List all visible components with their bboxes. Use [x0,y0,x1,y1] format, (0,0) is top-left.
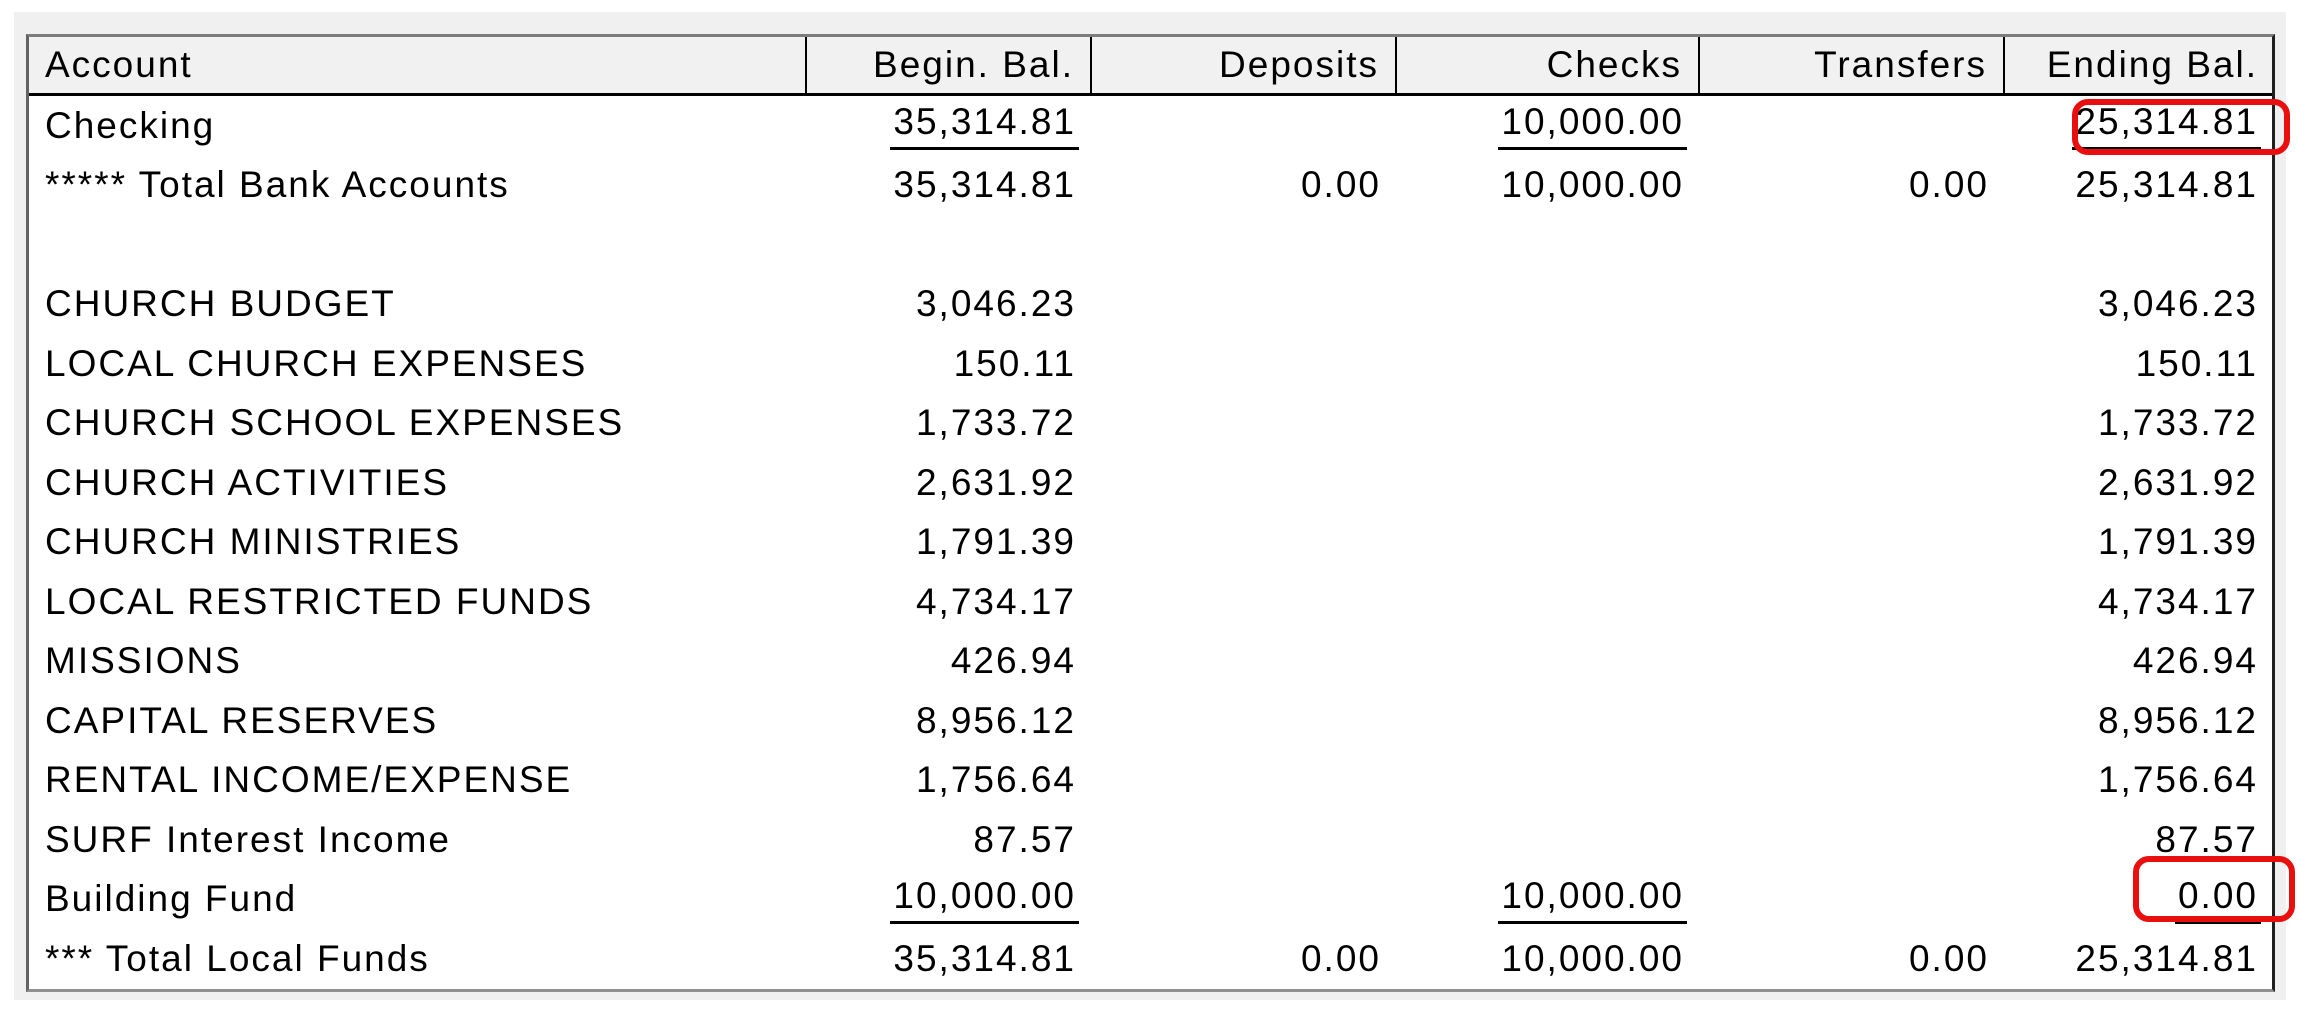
table-row[interactable]: Building Fund 10,000.00 10,000.00 0.00 [29,870,2272,930]
cell-begin: 87.57 [973,818,1076,860]
cell-begin: 3,046.23 [915,283,1076,325]
table-row[interactable]: ***** Total Bank Accounts 35,314.81 0.00 10… [29,156,2272,216]
cell-begin: 426.94 [950,640,1076,682]
cell-account: LOCAL RESTRICTED FUNDS [45,580,594,622]
cell-ending: 25,314.81 [2005,101,2272,151]
cell-begin: 150.11 [953,342,1076,384]
cell-ending: 0.00 [2005,875,2272,924]
cell-checks: 10,000.00 [1397,875,1700,924]
table-row[interactable]: CHURCH ACTIVITIES 2,631.92 2,631.92 [29,453,2272,513]
table-row[interactable]: CHURCH BUDGET 3,046.23 3,046.23 [29,275,2272,335]
table-row[interactable]: CHURCH SCHOOL EXPENSES 1,733.72 1,733.72 [29,394,2272,454]
cell-ending: 2,631.92 [2097,461,2258,503]
cell-account: Building Fund [45,878,298,920]
cell-checks: 10,000.00 [1501,937,1684,979]
cell-begin: 2,631.92 [915,461,1076,503]
column-header-deposits: Deposits [1092,37,1397,93]
cell-account: LOCAL CHURCH EXPENSES [45,342,588,384]
underlined-value: 0.00 [2174,875,2261,924]
table-row[interactable]: CHURCH MINISTRIES 1,791.39 1,791.39 [29,513,2272,573]
cell-ending: 3,046.23 [2097,283,2258,325]
cell-begin: 4,734.17 [915,580,1076,622]
table-row[interactable]: Checking 35,314.81 10,000.00 25,314.81 [29,96,2272,156]
table-row[interactable]: SURF Interest Income 87.57 87.57 [29,810,2272,870]
cell-account: CHURCH ACTIVITIES [45,461,450,503]
cell-account: CHURCH SCHOOL EXPENSES [45,402,625,444]
cell-ending: 87.57 [2155,818,2258,860]
table-row[interactable]: RENTAL INCOME/EXPENSE 1,756.64 1,756.64 [29,751,2272,811]
cell-account: MISSIONS [45,640,242,682]
cell-account: RENTAL INCOME/EXPENSE [45,759,573,801]
table-row[interactable] [29,215,2272,275]
cell-transfers: 0.00 [1908,937,1989,979]
cell-account: SURF Interest Income [45,818,452,860]
table-row[interactable]: MISSIONS 426.94 426.94 [29,632,2272,692]
cell-begin: 35,314.81 [807,101,1092,151]
column-header-account: Account [29,37,807,93]
cell-ending: 4,734.17 [2097,580,2258,622]
cell-account: CAPITAL RESERVES [45,699,439,741]
column-header-checks: Checks [1397,37,1700,93]
underlined-value: 10,000.00 [1498,101,1687,151]
column-header-transfers: Transfers [1700,37,2005,93]
cell-checks: 10,000.00 [1501,164,1684,206]
table-row[interactable]: *** Total Local Funds 35,314.81 0.00 10,000… [29,929,2272,989]
cell-account: CHURCH BUDGET [45,283,396,325]
table-row[interactable]: CAPITAL RESERVES 8,956.12 8,956.12 [29,691,2272,751]
cell-account: Checking [45,104,216,146]
cell-account: *** Total Local Funds [45,937,430,979]
account-summary-table: Account Begin. Bal. Deposits Checks Tran… [26,34,2295,992]
cell-ending: 1,791.39 [2097,521,2258,563]
cell-begin: 8,956.12 [915,699,1076,741]
cell-ending: 1,733.72 [2097,402,2258,444]
cell-begin: 1,791.39 [915,521,1076,563]
cell-ending: 150.11 [2135,342,2258,384]
cell-deposits: 0.00 [1300,937,1381,979]
cell-checks: 10,000.00 [1397,101,1700,151]
table-body: Checking 35,314.81 10,000.00 25,314.81 *****… [29,96,2272,989]
underlined-value: 10,000.00 [890,875,1079,924]
column-header-begin-bal: Begin. Bal. [807,37,1092,93]
cell-deposits: 0.00 [1300,164,1381,206]
cell-begin: 1,756.64 [915,759,1076,801]
cell-ending: 8,956.12 [2097,699,2258,741]
report-frame: Account Begin. Bal. Deposits Checks Tran… [14,12,2295,1000]
table-header-row: Account Begin. Bal. Deposits Checks Tran… [29,37,2272,96]
cell-transfers: 0.00 [1908,164,1989,206]
cell-ending: 25,314.81 [2075,164,2258,206]
table-row[interactable]: LOCAL RESTRICTED FUNDS 4,734.17 4,734.17 [29,572,2272,632]
cell-begin: 1,733.72 [915,402,1076,444]
underlined-value: 35,314.81 [890,101,1079,151]
cell-ending: 25,314.81 [2075,937,2258,979]
column-header-ending-bal: Ending Bal. [2046,44,2258,85]
underlined-value: 10,000.00 [1498,875,1687,924]
cell-account: CHURCH MINISTRIES [45,521,462,563]
cell-account: ***** Total Bank Accounts [45,164,510,206]
cell-begin: 35,314.81 [893,937,1076,979]
cell-ending: 426.94 [2132,640,2258,682]
underlined-value: 25,314.81 [2072,101,2261,151]
cell-begin: 10,000.00 [807,875,1092,924]
table-row[interactable]: LOCAL CHURCH EXPENSES 150.11 150.11 [29,334,2272,394]
cell-begin: 35,314.81 [893,164,1076,206]
cell-ending: 1,756.64 [2097,759,2258,801]
